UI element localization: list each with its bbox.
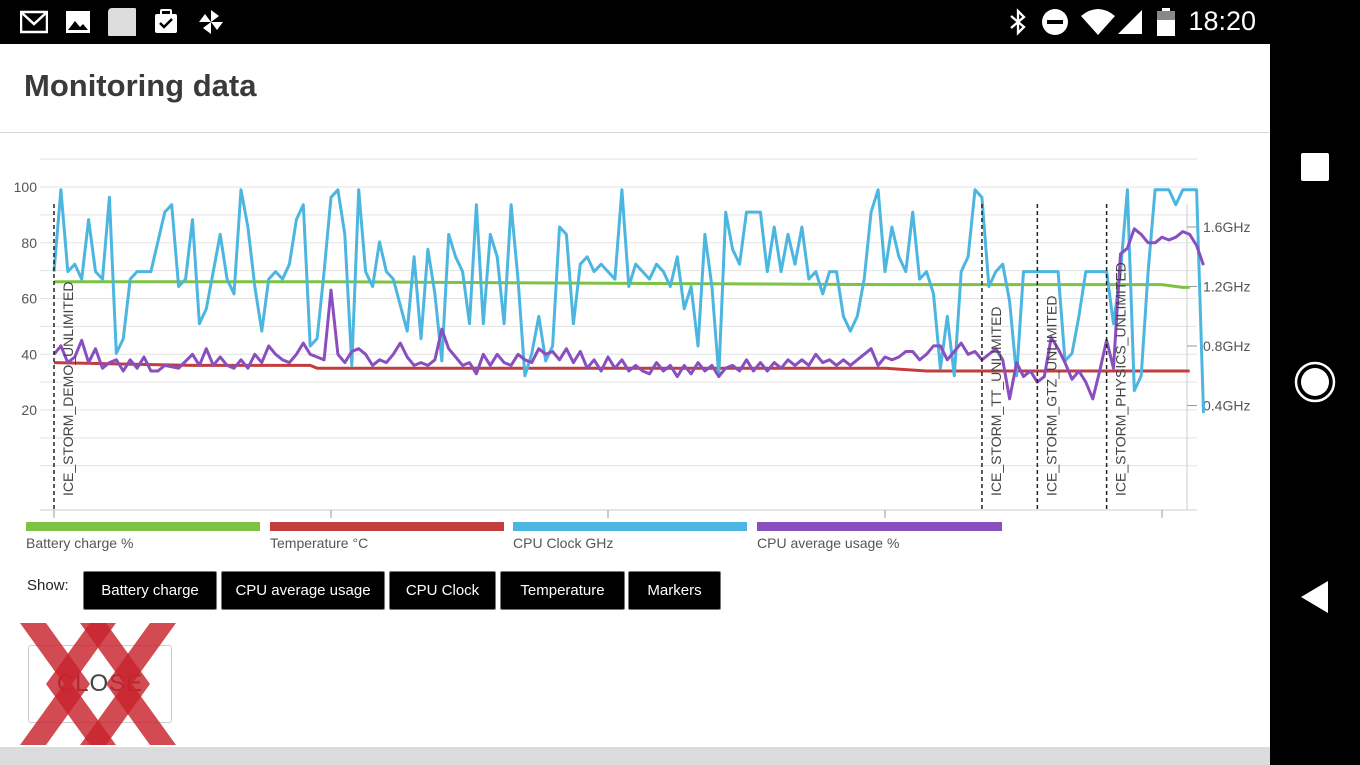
y-left-tick-label: 80 bbox=[21, 235, 37, 251]
monitoring-chart: 00:0000:4001:2002:0002:40100806040201.6G… bbox=[14, 158, 1250, 518]
recents-icon[interactable] bbox=[1300, 152, 1330, 182]
legend-battery: Battery charge % bbox=[26, 522, 260, 551]
toggle-cpu-average-usage-button[interactable]: CPU average usage bbox=[221, 571, 385, 610]
gmail-icon bbox=[20, 10, 48, 34]
legend-cpu-usage-label: CPU average usage % bbox=[757, 535, 900, 551]
toggle-battery-charge-button[interactable]: Battery charge bbox=[83, 571, 217, 610]
app-icon bbox=[108, 8, 136, 36]
y-right-tick-label: 1.6GHz bbox=[1203, 219, 1250, 235]
y-right-tick-label: 0.4GHz bbox=[1203, 398, 1250, 414]
status-bar: 18:20 bbox=[0, 0, 1270, 44]
y-right-tick-label: 0.8GHz bbox=[1203, 338, 1250, 354]
series-line-2 bbox=[52, 188, 1205, 413]
legend-cpu-clock-swatch bbox=[513, 522, 747, 531]
y-left-tick-label: 20 bbox=[21, 402, 37, 418]
legend-battery-swatch bbox=[26, 522, 260, 531]
monitoring-dialog: Monitoring data 00:0000:4001:2002:0002:4… bbox=[0, 44, 1270, 765]
y-left-tick-label: 40 bbox=[21, 346, 37, 362]
marker-label: ICE_STORM_PHYSICS_UNLIMITED bbox=[1113, 262, 1129, 496]
dialog-header: Monitoring data bbox=[0, 44, 1270, 133]
legend-temperature-label: Temperature °C bbox=[270, 535, 369, 551]
y-left-tick-label: 60 bbox=[21, 291, 37, 307]
bottom-strip bbox=[0, 747, 1270, 765]
show-label: Show: bbox=[27, 577, 69, 594]
legend-cpu-usage-swatch bbox=[757, 522, 1002, 531]
toggle-markers-button[interactable]: Markers bbox=[628, 571, 721, 610]
legend-cpu-clock-label: CPU Clock GHz bbox=[513, 535, 614, 551]
y-left-tick-label: 100 bbox=[14, 179, 38, 195]
navigation-bar bbox=[1270, 0, 1360, 765]
series-line-0 bbox=[54, 280, 1190, 289]
legend-temperature-swatch bbox=[270, 522, 504, 531]
clock: 18:20 bbox=[1188, 6, 1256, 36]
battery-icon bbox=[1157, 8, 1175, 36]
cell-signal-icon bbox=[1118, 10, 1142, 34]
legend-battery-label: Battery charge % bbox=[26, 535, 134, 551]
page-title: Monitoring data bbox=[24, 68, 257, 103]
y-right-tick-label: 1.2GHz bbox=[1203, 279, 1250, 295]
legend-cpu-usage: CPU average usage % bbox=[757, 522, 1002, 551]
series-line-1 bbox=[53, 361, 1190, 373]
series-line-3 bbox=[52, 227, 1205, 401]
back-icon[interactable] bbox=[1300, 580, 1330, 614]
marker-label: ICE_STORM_GTZ_UNLIMITED bbox=[1043, 296, 1059, 496]
marker-label: ICE_STORM_TT_UNLIMITED bbox=[988, 306, 1004, 496]
xx-logo bbox=[20, 623, 176, 745]
gallery-icon bbox=[66, 11, 90, 33]
bluetooth-icon bbox=[1010, 8, 1026, 36]
toggle-cpu-clock-button[interactable]: CPU Clock bbox=[389, 571, 496, 610]
pinwheel-icon bbox=[199, 10, 223, 34]
home-icon[interactable] bbox=[1294, 361, 1336, 403]
wifi-icon bbox=[1081, 9, 1115, 35]
legend-temperature: Temperature °C bbox=[270, 522, 504, 551]
marker-label: ICE_STORM_DEMO_UNLIMITED bbox=[60, 282, 76, 496]
tasks-icon bbox=[155, 9, 177, 33]
legend-cpu-clock: CPU Clock GHz bbox=[513, 522, 747, 551]
toggle-temperature-button[interactable]: Temperature bbox=[500, 571, 625, 610]
do-not-disturb-icon bbox=[1042, 9, 1068, 35]
